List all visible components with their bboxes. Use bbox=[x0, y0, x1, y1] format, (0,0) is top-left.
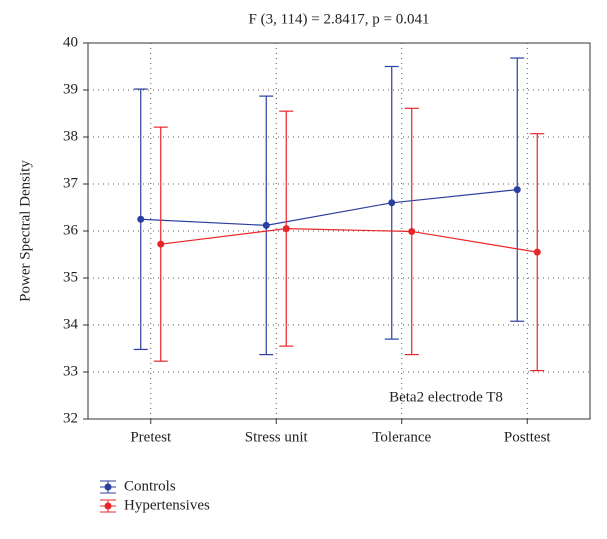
y-tick-label: 35 bbox=[63, 269, 78, 285]
legend-label: Hypertensives bbox=[124, 497, 210, 513]
point bbox=[388, 199, 396, 207]
y-tick-label: 32 bbox=[63, 410, 78, 426]
x-tick-label: Tolerance bbox=[372, 429, 431, 445]
point bbox=[282, 225, 290, 233]
legend-label: Controls bbox=[124, 478, 176, 494]
y-tick-label: 39 bbox=[63, 81, 78, 97]
y-tick-label: 33 bbox=[63, 363, 78, 379]
series-line bbox=[160, 228, 538, 253]
annotation: Beta2 electrode T8 bbox=[389, 389, 503, 405]
y-tick-label: 40 bbox=[63, 34, 78, 50]
x-tick-label: Pretest bbox=[130, 429, 172, 445]
point bbox=[408, 227, 416, 235]
x-tick-label: Stress unit bbox=[245, 429, 309, 445]
legend-icon bbox=[104, 502, 112, 510]
y-axis-label: Power Spectral Density bbox=[17, 160, 33, 302]
point bbox=[157, 240, 165, 248]
chart-title: F (3, 114) = 2.8417, p = 0.041 bbox=[249, 11, 430, 27]
y-tick-label: 34 bbox=[63, 316, 79, 332]
y-tick-label: 37 bbox=[63, 175, 79, 191]
y-tick-label: 38 bbox=[63, 128, 78, 144]
point bbox=[262, 221, 270, 229]
legend-icon bbox=[104, 483, 112, 491]
y-tick-label: 36 bbox=[63, 222, 79, 238]
point bbox=[533, 248, 541, 256]
point bbox=[513, 186, 521, 194]
x-tick-label: Posttest bbox=[504, 429, 552, 445]
point bbox=[137, 215, 145, 223]
series-line bbox=[140, 189, 518, 226]
